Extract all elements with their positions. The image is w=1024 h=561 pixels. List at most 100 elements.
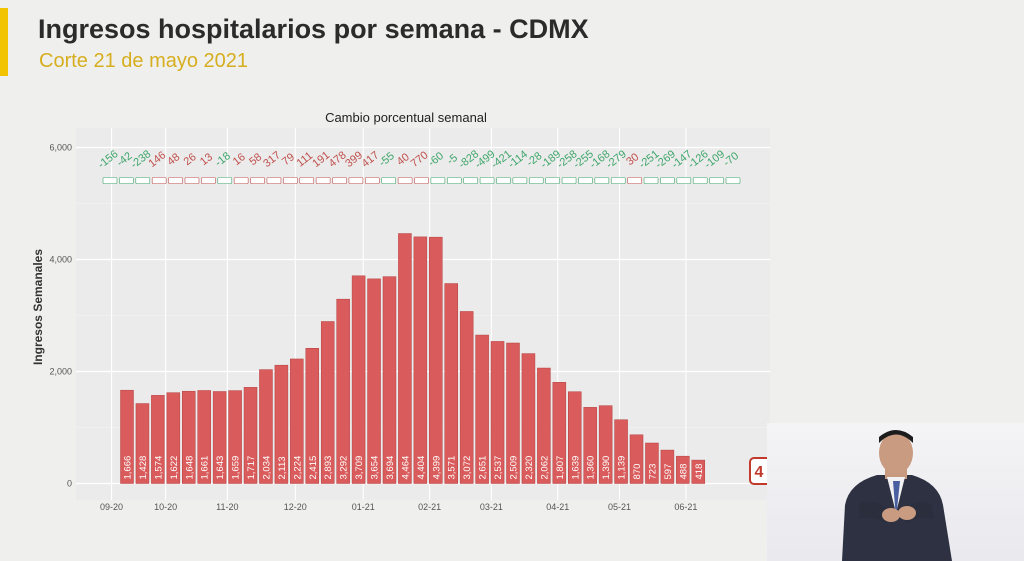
weekly-change-marker	[201, 177, 216, 184]
weekly-change-marker	[561, 177, 577, 184]
bar-value-label: 3,571	[447, 456, 458, 480]
bar	[336, 298, 350, 484]
weekly-change-label: 58	[247, 151, 264, 168]
weekly-change-label: 30	[624, 151, 641, 168]
weekly-change-marker	[430, 177, 446, 184]
y-axis: 0 2,000 4,000 6,000	[49, 143, 72, 489]
bar	[413, 236, 428, 484]
weekly-change-label: 48	[165, 151, 182, 168]
bar-value-label: 1,661	[200, 456, 211, 480]
weekly-change-marker	[528, 177, 544, 184]
bar	[228, 390, 242, 484]
weekly-change-marker	[135, 177, 151, 184]
weekly-change-marker	[315, 177, 331, 184]
bar-value-label: 3,072	[462, 456, 473, 480]
bar-value-label: 3,694	[385, 456, 396, 480]
bar	[305, 348, 320, 484]
y-axis-label: Ingresos Semanales	[31, 249, 45, 365]
weekly-change-label: 79	[280, 151, 297, 168]
bar-value-label: 1,717	[246, 456, 257, 480]
weekly-change-marker	[692, 177, 708, 184]
x-tick-label: 10-20	[154, 502, 177, 512]
partial-value-label: 4	[755, 464, 764, 481]
accent-bar	[0, 8, 8, 76]
bar	[197, 390, 211, 484]
bar-value-label: 2,509	[509, 456, 520, 480]
bar-value-label: 870	[632, 464, 643, 480]
bar-value-label: 2,062	[539, 456, 550, 480]
bar-value-label: 488	[678, 464, 689, 480]
bar	[320, 321, 335, 484]
weekly-change-label: 26	[182, 151, 199, 168]
bar-value-label: 1,648	[184, 456, 195, 480]
bar	[645, 442, 659, 484]
weekly-change-marker	[119, 177, 134, 184]
bar	[382, 276, 397, 484]
weekly-change-label: 40	[395, 151, 412, 168]
bar	[552, 382, 567, 484]
interpreter-figure	[842, 430, 952, 561]
x-tick-label: 11-20	[216, 502, 238, 512]
bar	[490, 341, 505, 484]
bar	[135, 403, 150, 484]
weekly-change-marker	[610, 177, 626, 184]
weekly-change-marker	[709, 177, 724, 184]
page-subtitle: Corte 21 de mayo 2021	[39, 50, 249, 72]
weekly-change-marker	[381, 177, 397, 184]
y-tick-label: 2,000	[49, 367, 72, 377]
weekly-change-marker	[578, 177, 593, 184]
bar-value-label: 2,651	[478, 456, 489, 480]
bar	[537, 367, 551, 484]
bar-value-label: 1,659	[231, 456, 242, 480]
bar-value-label: 1,666	[123, 456, 134, 480]
bar	[660, 449, 675, 484]
bar-value-label: 1,574	[153, 456, 164, 480]
bar	[598, 405, 613, 484]
bar	[212, 391, 227, 484]
y-tick-label: 0	[67, 479, 72, 489]
weekly-change-marker	[643, 177, 659, 184]
bar	[614, 419, 628, 484]
bar-value-label: 1,428	[138, 456, 149, 480]
weekly-change-marker	[250, 177, 265, 184]
bar-value-label: 3,292	[339, 456, 350, 480]
bar	[166, 392, 181, 484]
bar	[120, 389, 134, 484]
bar	[182, 390, 196, 484]
weekly-change-marker	[102, 177, 118, 184]
bar	[676, 455, 690, 484]
x-tick-label: 09-20	[100, 502, 123, 512]
weekly-change-marker	[479, 177, 495, 184]
page-title: Ingresos hospitalarios por semana - CDMX	[38, 14, 589, 44]
x-tick-label: 12-20	[284, 502, 307, 512]
weekly-change-label: 13	[198, 151, 215, 168]
x-tick-label: 06-21	[674, 502, 697, 512]
bar-value-label: 1,639	[570, 456, 581, 480]
weekly-change-marker	[266, 177, 282, 184]
weekly-change-marker	[545, 177, 560, 184]
weekly-change-marker	[463, 177, 478, 184]
bar-value-label: 1,807	[555, 456, 566, 480]
bars: 1,666 1,428 1,574 1,622 1,648 1,661 1,643 1,659…	[120, 233, 706, 484]
bar-value-label: 418	[694, 464, 705, 480]
x-tick-label: 02-21	[418, 502, 441, 512]
bar	[521, 353, 536, 484]
weekly-change-marker	[594, 177, 610, 184]
weekly-change-marker	[725, 177, 741, 184]
bar-value-label: 597	[663, 464, 674, 480]
bar	[583, 407, 597, 484]
bar	[691, 459, 706, 484]
weekly-change-marker	[233, 177, 249, 184]
bar	[568, 391, 582, 484]
bar	[243, 387, 258, 484]
bar	[398, 233, 412, 484]
bar-value-label: 1,360	[586, 456, 597, 480]
x-tick-label: 03-21	[480, 502, 503, 512]
weekly-change-marker	[397, 177, 413, 184]
bar	[629, 434, 644, 484]
bar-value-label: 2,537	[493, 456, 504, 480]
bar	[444, 283, 458, 484]
sign-language-interpreter-video	[767, 423, 1024, 561]
bar-value-label: 2,893	[323, 456, 334, 480]
weekly-change-marker	[299, 177, 315, 184]
